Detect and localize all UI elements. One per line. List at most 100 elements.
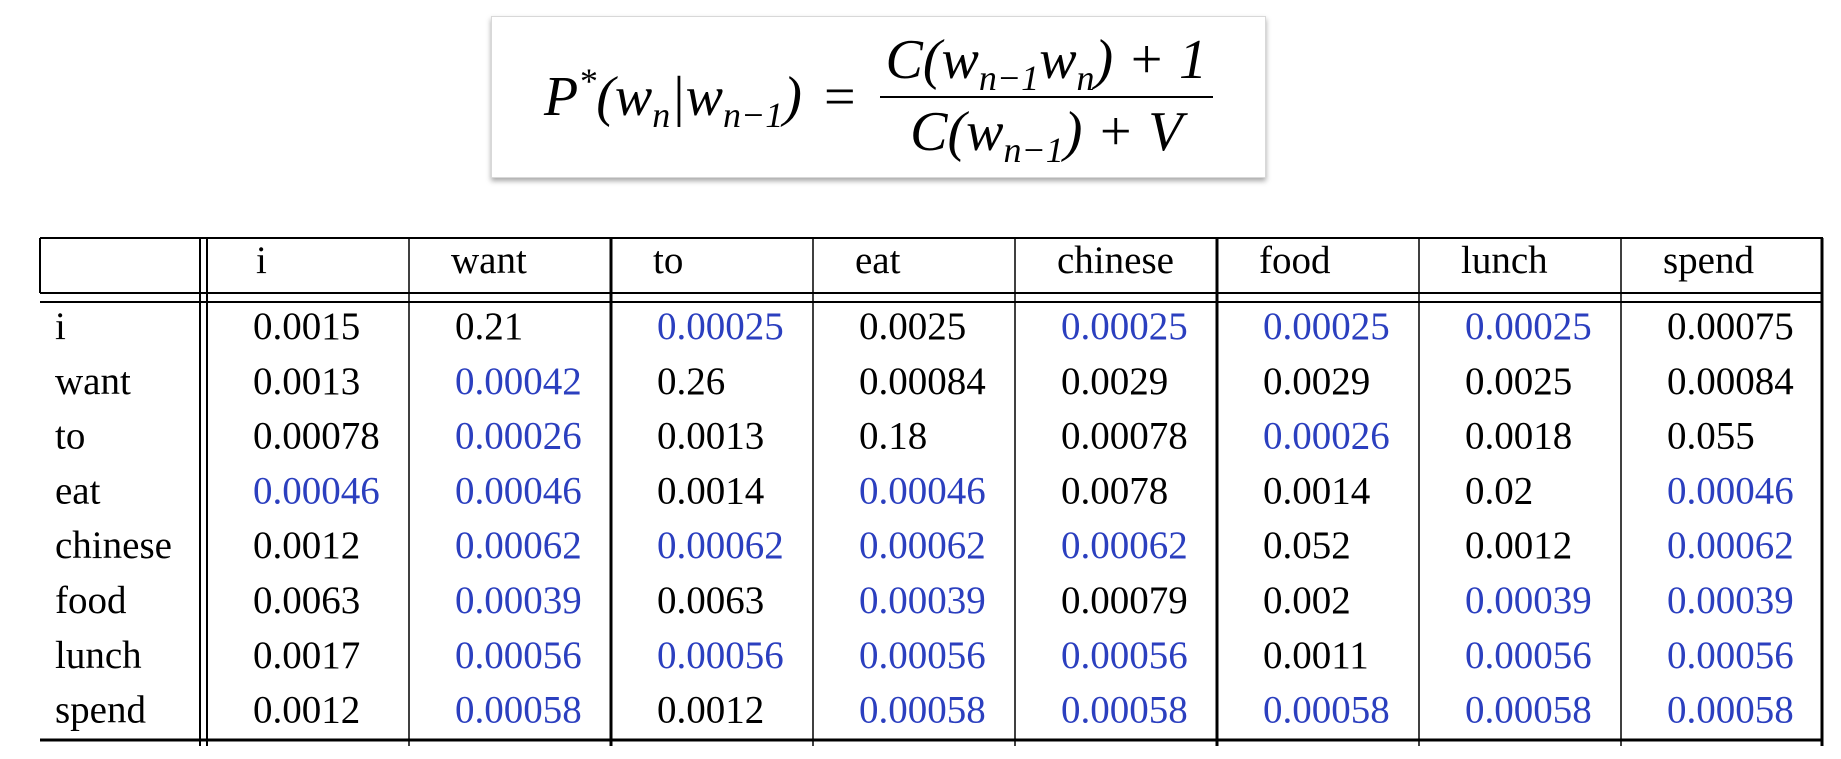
cell: 0.00058 bbox=[1263, 689, 1390, 732]
cell: 0.00062 bbox=[1667, 524, 1794, 567]
cell: 0.00058 bbox=[1465, 689, 1592, 732]
cell: 0.00025 bbox=[657, 305, 784, 348]
column-header: to bbox=[653, 239, 683, 282]
cell: 0.00058 bbox=[1667, 689, 1794, 732]
cell: 0.00056 bbox=[1465, 634, 1592, 677]
column-header: chinese bbox=[1057, 239, 1174, 282]
formula-token: P bbox=[544, 66, 579, 128]
cell: 0.0029 bbox=[1263, 360, 1370, 403]
column-header: i bbox=[256, 239, 267, 282]
cell: 0.00056 bbox=[1667, 634, 1794, 677]
cell: 0.00026 bbox=[1263, 415, 1390, 458]
cell: 0.00026 bbox=[455, 415, 582, 458]
cell: 0.00078 bbox=[253, 415, 380, 458]
cell: 0.0017 bbox=[253, 634, 360, 677]
cell: 0.18 bbox=[859, 415, 927, 458]
formula-lhs: P*(wn|wn−1) bbox=[544, 63, 802, 133]
cell: 0.0012 bbox=[253, 689, 360, 732]
cell: 0.0012 bbox=[1465, 524, 1572, 567]
cell: 0.00058 bbox=[859, 689, 986, 732]
formula-token: w bbox=[1039, 29, 1077, 92]
cell: 0.00039 bbox=[859, 579, 986, 622]
formula-token: n−1 bbox=[722, 95, 784, 135]
formula-fraction: C(wn−1wn) + 1 C(wn−1) + V bbox=[879, 29, 1213, 168]
cell: 0.00079 bbox=[1061, 579, 1188, 622]
cell: 0.0012 bbox=[253, 524, 360, 567]
cell: 0.0029 bbox=[1061, 360, 1168, 403]
formula-token: C(w bbox=[885, 29, 979, 92]
formula-denominator: C(wn−1) + V bbox=[904, 98, 1188, 168]
column-header: food bbox=[1259, 239, 1331, 282]
cell: 0.0014 bbox=[657, 469, 764, 512]
cell: 0.00084 bbox=[859, 360, 986, 403]
cell: 0.0013 bbox=[657, 415, 764, 458]
formula-token: n−1 bbox=[1003, 130, 1064, 170]
cell: 0.0011 bbox=[1263, 634, 1369, 677]
cell: 0.00062 bbox=[1061, 524, 1188, 567]
formula-token: * bbox=[578, 61, 597, 101]
formula-token: C(w bbox=[910, 101, 1004, 163]
cell: 0.00046 bbox=[455, 469, 582, 512]
row-label: eat bbox=[55, 469, 101, 512]
cell: 0.0025 bbox=[1465, 360, 1572, 403]
cell: 0.00025 bbox=[1061, 305, 1188, 348]
row-label: i bbox=[55, 305, 66, 348]
cell: 0.00039 bbox=[1667, 579, 1794, 622]
cell: 0.00046 bbox=[1667, 469, 1794, 512]
cell: 0.00046 bbox=[859, 469, 986, 512]
table-lines bbox=[39, 237, 1824, 746]
row-label: to bbox=[55, 415, 85, 458]
cell: 0.00062 bbox=[455, 524, 582, 567]
row-label: want bbox=[55, 360, 131, 403]
cell: 0.21 bbox=[455, 305, 523, 348]
column-header: eat bbox=[855, 239, 901, 282]
cell: 0.0018 bbox=[1465, 415, 1572, 458]
formula-token: n bbox=[1076, 58, 1095, 99]
cell: 0.0063 bbox=[253, 579, 360, 622]
cell: 0.0025 bbox=[859, 305, 966, 348]
formula-numerator: C(wn−1wn) + 1 bbox=[879, 29, 1213, 99]
cell: 0.055 bbox=[1667, 415, 1755, 458]
cell: 0.00025 bbox=[1465, 305, 1592, 348]
cell: 0.00062 bbox=[859, 524, 986, 567]
cell: 0.00058 bbox=[455, 689, 582, 732]
cell: 0.00058 bbox=[1061, 689, 1188, 732]
cell: 0.0014 bbox=[1263, 469, 1370, 512]
cell: 0.0012 bbox=[657, 689, 764, 732]
column-header: spend bbox=[1663, 239, 1754, 282]
formula-equals: = bbox=[823, 66, 856, 128]
formula-token: ) + V bbox=[1063, 101, 1183, 163]
cell: 0.00025 bbox=[1263, 305, 1390, 348]
cell: 0.00042 bbox=[455, 360, 582, 403]
row-label: chinese bbox=[55, 524, 172, 567]
cell: 0.0013 bbox=[253, 360, 360, 403]
cell: 0.00078 bbox=[1061, 415, 1188, 458]
cell: 0.00075 bbox=[1667, 305, 1794, 348]
cell: 0.00039 bbox=[455, 579, 582, 622]
formula-token: ) + 1 bbox=[1094, 29, 1207, 92]
column-header: want bbox=[451, 239, 527, 282]
cell: 0.00056 bbox=[657, 634, 784, 677]
cell: 0.0015 bbox=[253, 305, 360, 348]
cell: 0.00056 bbox=[1061, 634, 1188, 677]
cell: 0.0078 bbox=[1061, 469, 1168, 512]
cell: 0.00046 bbox=[253, 469, 380, 512]
cell: 0.00056 bbox=[859, 634, 986, 677]
formula-token: ) bbox=[783, 66, 802, 128]
cell: 0.052 bbox=[1263, 524, 1351, 567]
cell: 0.00039 bbox=[1465, 579, 1592, 622]
cell: 0.00084 bbox=[1667, 360, 1794, 403]
cell: 0.02 bbox=[1465, 469, 1533, 512]
formula-token: (w bbox=[596, 66, 653, 128]
row-label: food bbox=[55, 579, 127, 622]
cell: 0.00056 bbox=[455, 634, 582, 677]
formula-token: |w bbox=[670, 66, 723, 128]
formula-token: n−1 bbox=[978, 58, 1040, 99]
column-header: lunch bbox=[1461, 239, 1548, 282]
row-label: spend bbox=[55, 689, 146, 732]
cell: 0.26 bbox=[657, 360, 725, 403]
cell: 0.0063 bbox=[657, 579, 764, 622]
formula-box: P*(wn|wn−1) = C(wn−1wn) + 1 C(wn−1) + V bbox=[491, 16, 1266, 178]
